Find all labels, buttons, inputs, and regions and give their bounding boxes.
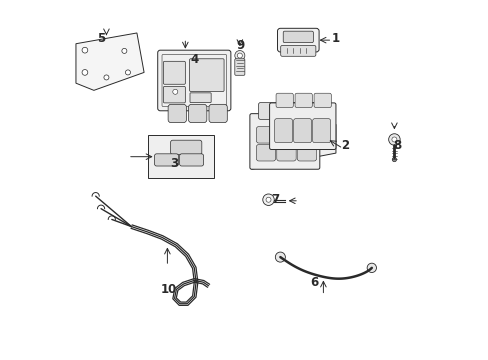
FancyBboxPatch shape: [283, 31, 313, 42]
FancyBboxPatch shape: [276, 93, 293, 108]
Text: 1: 1: [331, 32, 339, 45]
Text: 5: 5: [97, 32, 105, 45]
Polygon shape: [76, 33, 144, 90]
FancyBboxPatch shape: [188, 104, 206, 123]
FancyBboxPatch shape: [274, 119, 292, 143]
FancyBboxPatch shape: [163, 61, 185, 84]
FancyBboxPatch shape: [163, 86, 185, 103]
FancyBboxPatch shape: [293, 119, 311, 143]
FancyBboxPatch shape: [249, 114, 319, 169]
Polygon shape: [251, 125, 335, 169]
FancyBboxPatch shape: [280, 45, 315, 56]
Text: 7: 7: [270, 193, 279, 206]
Circle shape: [391, 137, 396, 142]
Text: 6: 6: [310, 276, 318, 289]
FancyBboxPatch shape: [158, 50, 230, 111]
FancyBboxPatch shape: [312, 119, 330, 143]
Circle shape: [125, 70, 130, 75]
Text: 3: 3: [170, 157, 178, 170]
FancyBboxPatch shape: [256, 144, 275, 161]
Circle shape: [122, 48, 126, 53]
FancyBboxPatch shape: [313, 93, 330, 108]
FancyBboxPatch shape: [234, 59, 244, 75]
Circle shape: [262, 194, 274, 206]
FancyBboxPatch shape: [258, 103, 277, 120]
Text: 9: 9: [236, 39, 244, 52]
FancyBboxPatch shape: [256, 127, 275, 143]
Circle shape: [237, 53, 242, 58]
FancyBboxPatch shape: [190, 93, 211, 103]
Circle shape: [234, 50, 244, 60]
Circle shape: [104, 75, 109, 80]
FancyBboxPatch shape: [170, 140, 202, 154]
Circle shape: [82, 69, 88, 75]
FancyBboxPatch shape: [154, 154, 178, 166]
Circle shape: [366, 263, 376, 273]
FancyBboxPatch shape: [208, 104, 227, 123]
Text: 10: 10: [161, 283, 177, 296]
FancyBboxPatch shape: [294, 93, 312, 108]
Circle shape: [388, 134, 399, 145]
FancyBboxPatch shape: [277, 28, 319, 52]
FancyBboxPatch shape: [179, 154, 203, 166]
FancyBboxPatch shape: [189, 59, 224, 91]
Bar: [147, 135, 214, 178]
Text: 8: 8: [392, 139, 400, 152]
FancyBboxPatch shape: [279, 103, 298, 120]
Text: 4: 4: [190, 53, 198, 66]
Circle shape: [82, 47, 88, 53]
Circle shape: [275, 252, 285, 262]
FancyBboxPatch shape: [276, 144, 296, 161]
FancyBboxPatch shape: [300, 103, 319, 120]
Circle shape: [172, 89, 178, 94]
FancyBboxPatch shape: [276, 127, 296, 143]
Circle shape: [391, 157, 396, 162]
Circle shape: [265, 197, 270, 202]
FancyBboxPatch shape: [297, 127, 316, 143]
FancyBboxPatch shape: [269, 103, 335, 149]
Text: 2: 2: [340, 139, 348, 152]
FancyBboxPatch shape: [297, 144, 316, 161]
FancyBboxPatch shape: [168, 104, 186, 123]
